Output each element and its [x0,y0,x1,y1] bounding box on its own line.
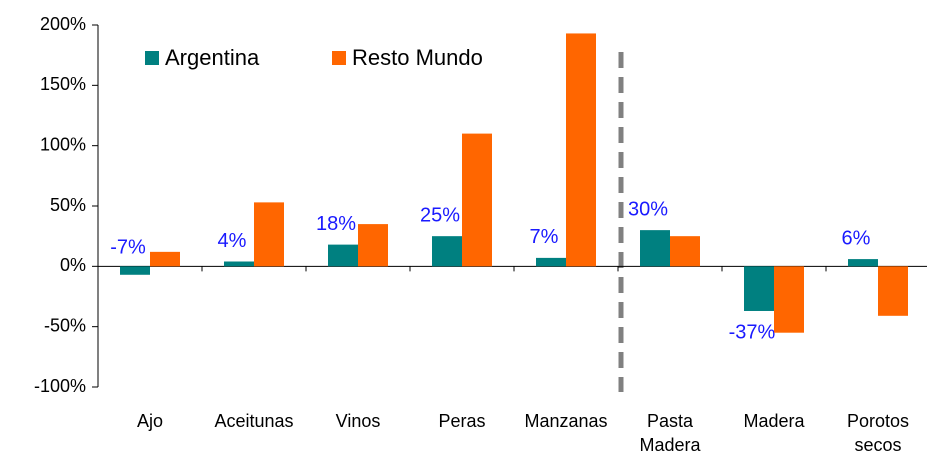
y-tick-label: 200% [40,14,86,34]
bar [328,244,358,267]
value-label: 6% [842,227,871,249]
bar [774,266,804,333]
bar [670,236,700,267]
y-tick-label: 100% [40,134,86,154]
x-tick-label: Pasta Madera [639,411,701,455]
value-label: -37% [729,321,776,343]
bar [744,266,774,311]
bar [462,133,492,267]
bar [358,224,388,267]
bar [640,230,670,267]
bar [254,202,284,267]
value-label: 7% [530,226,559,248]
y-tick-label: -50% [44,315,86,335]
value-label: 25% [420,204,460,226]
x-tick-label: Porotos secos [846,411,910,455]
y-tick-label: -100% [34,376,86,396]
bar [120,266,150,275]
x-tick-label: Aceitunas [214,411,294,431]
x-tick-label: Peras [438,411,486,431]
bar [432,236,462,267]
y-tick-label: 50% [50,195,86,215]
value-label: 18% [316,213,356,235]
value-label: -7% [110,237,146,259]
y-tick-label: 150% [40,74,86,94]
bar [566,33,596,267]
bar [150,251,180,267]
legend-label: Argentina [165,45,260,70]
y-tick-label: 0% [60,255,86,275]
bar [224,261,254,267]
x-tick-label: Ajo [136,411,163,431]
bar [848,259,878,267]
value-label: 4% [218,230,247,252]
x-tick-label: Vinos [335,411,381,431]
value-label: 30% [628,198,668,220]
legend-label: Resto Mundo [352,45,483,70]
legend-swatch [145,51,159,65]
x-tick-label: Madera [743,411,805,431]
bar [536,257,566,267]
x-tick-label: Manzanas [524,411,608,431]
legend-swatch [332,51,346,65]
bar [878,266,908,316]
